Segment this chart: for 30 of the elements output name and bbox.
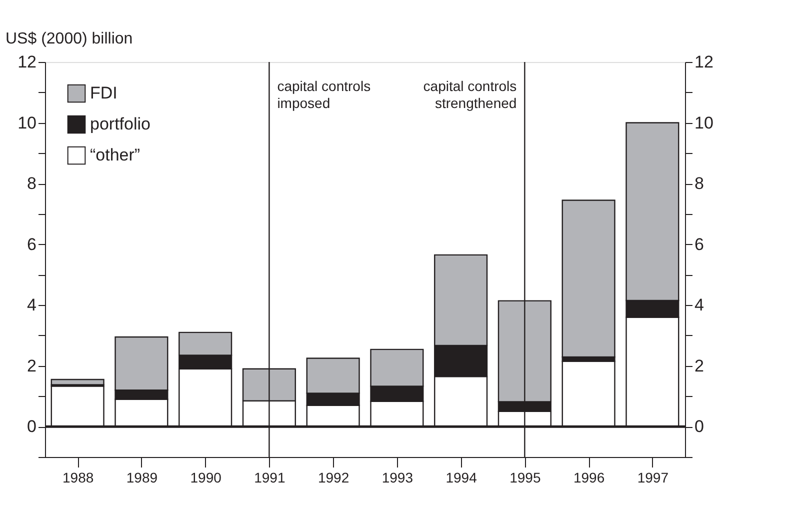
y-tick-label: 2	[27, 356, 36, 376]
y2-tick-label: 2	[694, 356, 704, 376]
x-tick-label: 1997	[637, 470, 669, 486]
legend-label: “other”	[90, 146, 140, 164]
y2-tick-label: 0	[694, 417, 704, 436]
y2-tick-label: 12	[694, 52, 714, 72]
y2-tick-label: 10	[694, 113, 714, 132]
y2-tick-label: 6	[694, 234, 704, 254]
y-tick-label: 0	[27, 417, 36, 436]
legend-label: FDI	[90, 84, 118, 102]
y-tick-label: 10	[18, 113, 36, 132]
ref-line-label: capital controls imposed	[277, 78, 371, 111]
y2-tick-label: 8	[694, 174, 704, 194]
ref-line-label: capital controls strengthened	[423, 78, 517, 111]
x-tick-label: 1993	[382, 470, 414, 486]
y-tick-label: 6	[27, 234, 36, 254]
y-tick-label: 12	[18, 52, 36, 72]
y-axis-title: US$ (2000) billion	[6, 30, 133, 48]
x-tick-label: 1996	[573, 470, 605, 486]
y-tick-label: 8	[27, 174, 36, 194]
x-tick-label: 1988	[62, 470, 94, 486]
x-tick-label: 1990	[190, 470, 222, 486]
x-tick-label: 1989	[126, 470, 158, 486]
legend-label: portfolio	[90, 114, 150, 134]
x-tick-label: 1994	[446, 470, 478, 486]
x-tick-label: 1992	[318, 470, 350, 486]
y-tick-label: 4	[27, 296, 36, 315]
x-tick-label: 1995	[510, 470, 541, 486]
y2-tick-label: 4	[694, 296, 704, 315]
x-tick-label: 1991	[254, 470, 286, 486]
